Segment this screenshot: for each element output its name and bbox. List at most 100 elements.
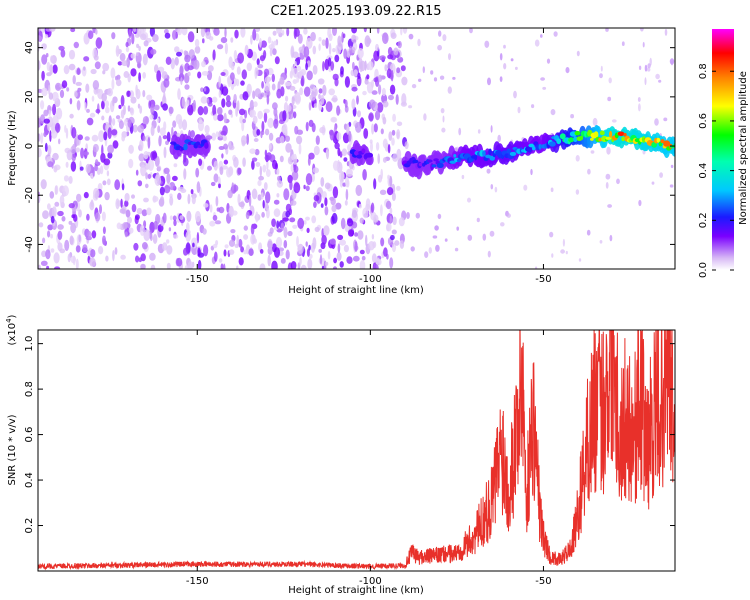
spectrogram-noise-speck — [252, 115, 258, 124]
spectrogram-noise-speck — [380, 128, 384, 135]
spectrogram-noise-speck — [313, 145, 320, 156]
spectrogram-noise-speck — [102, 226, 106, 235]
spectrogram-noise-speck — [297, 217, 305, 229]
spectrogram-noise-speck — [540, 77, 545, 81]
spectrogram-noise-speck — [226, 95, 231, 102]
spectrogram-noise-speck — [50, 248, 55, 253]
spectrogram-noise-speck — [370, 202, 375, 213]
spectrogram-noise-speck — [390, 69, 394, 82]
snr-series-line — [38, 330, 675, 571]
spectrogram-noise-speck — [95, 190, 98, 200]
spectrogram-noise-speck — [264, 81, 271, 93]
spectrogram-noise-speck — [322, 60, 325, 72]
spectrogram-noise-speck — [294, 125, 299, 135]
spectrogram-noise-speck — [66, 87, 70, 92]
spectrogram-noise-speck — [351, 209, 358, 218]
spectrogram-noise-speck — [607, 204, 612, 208]
spectrogram-noise-speck — [187, 31, 195, 43]
snr-y-tick-label: 0.4 — [24, 472, 35, 488]
spectrogram-noise-speck — [51, 206, 57, 218]
spectrogram-noise-speck — [156, 165, 162, 172]
spectrogram-noise-speck — [599, 73, 603, 79]
spectrogram-noise-speck — [203, 106, 209, 115]
spectrogram-noise-speck — [251, 160, 255, 170]
spectrogram-noise-speck — [259, 165, 262, 177]
spectrogram-noise-speck — [162, 103, 169, 111]
spectrogram-noise-speck — [382, 100, 389, 108]
spectrogram-noise-speck — [128, 29, 132, 39]
spectrogram-noise-speck — [153, 220, 158, 230]
spectrogram-noise-speck — [204, 124, 210, 134]
spectrogram-noise-speck — [366, 74, 370, 80]
spectrogram-noise-speck — [172, 175, 178, 182]
spectrogram-noise-speck — [400, 28, 403, 36]
spectrogram-noise-speck — [152, 34, 159, 43]
spectrogram-noise-speck — [255, 162, 261, 167]
spectrogram-noise-speck — [370, 141, 373, 152]
spectrogram-noise-speck — [331, 117, 337, 122]
spectrogram-ridge-core — [593, 131, 599, 138]
spectrogram-noise-speck — [345, 176, 349, 188]
spectrogram-noise-speck — [70, 145, 77, 155]
spectrogram-noise-speck — [212, 104, 217, 116]
spectrogram-noise-speck — [165, 56, 172, 65]
spectrogram-noise-speck — [57, 224, 64, 230]
spectrogram-noise-speck — [376, 102, 384, 113]
spectrogram-noise-speck — [63, 65, 70, 75]
spectrogram-noise-speck — [86, 250, 91, 256]
spectrogram-noise-speck — [367, 60, 374, 71]
spectrogram-noise-speck — [130, 53, 136, 59]
spectrogram-noise-speck — [437, 44, 442, 51]
spectrogram-noise-speck — [324, 206, 329, 216]
spectrogram-noise-speck — [322, 84, 327, 96]
spectrogram-noise-speck — [200, 87, 204, 92]
spectrogram-noise-speck — [395, 94, 399, 105]
spectrogram-noise-speck — [297, 33, 303, 44]
spectrogram-noise-speck — [242, 157, 246, 167]
spectrogram-noise-speck — [340, 66, 344, 75]
spectrogram-noise-speck — [410, 246, 415, 252]
spectrogram-noise-speck — [63, 175, 69, 182]
spectrogram-noise-speck — [312, 65, 318, 75]
spectrogram-noise-speck — [344, 200, 348, 206]
spectrogram-noise-speck — [283, 102, 289, 113]
spectrogram-noise-speck — [497, 134, 502, 143]
spectrogram-noise-speck — [359, 217, 364, 224]
spectrogram-noise-speck — [292, 51, 299, 59]
spectrogram-noise-speck — [207, 102, 213, 107]
spectrogram-noise-speck — [285, 135, 290, 142]
spectrogram-noise-speck — [546, 58, 551, 64]
spectrogram-noise-speck — [621, 41, 625, 46]
spectrogram-noise-speck — [531, 104, 535, 109]
spectrogram-noise-speck — [391, 129, 396, 136]
spectrogram-noise-speck — [175, 46, 178, 52]
spectrogram-noise-speck — [181, 28, 188, 36]
spectrogram-noise-speck — [358, 203, 362, 209]
spectrogram-noise-speck — [38, 147, 42, 158]
spectrogram-noise-speck — [147, 173, 152, 180]
spectrogram-noise-speck — [424, 251, 429, 258]
spectrogram-noise-speck — [184, 84, 190, 90]
spectrogram-noise-speck — [177, 28, 182, 36]
spectrogram-noise-speck — [121, 60, 128, 67]
spectrogram-noise-speck — [487, 250, 491, 258]
spectrogram-noise-speck — [264, 76, 270, 84]
spectrogram-noise-speck — [53, 165, 58, 173]
spectrogram-noise-speck — [126, 90, 131, 98]
spectrogram-ridge-core — [356, 154, 363, 159]
spectrogram-noise-speck — [306, 227, 310, 233]
spectrogram-noise-speck — [280, 258, 286, 264]
spectrogram-noise-speck — [336, 251, 342, 261]
spectrogram-noise-speck — [163, 78, 170, 88]
spectrogram-noise-speck — [254, 28, 261, 33]
spectrogram-noise-speck — [130, 96, 137, 104]
spectrogram-noise-speck — [38, 28, 41, 33]
spectrogram-noise-speck — [123, 118, 128, 126]
spectrogram-noise-speck — [216, 207, 221, 212]
spectrogram-noise-speck — [263, 108, 270, 114]
spectrogram-noise-speck — [330, 197, 336, 206]
spectrogram-noise-speck — [230, 72, 235, 81]
spectrogram-noise-speck — [284, 81, 292, 87]
spectrogram-noise-speck — [392, 216, 397, 226]
spectrogram-noise-speck — [72, 255, 76, 266]
